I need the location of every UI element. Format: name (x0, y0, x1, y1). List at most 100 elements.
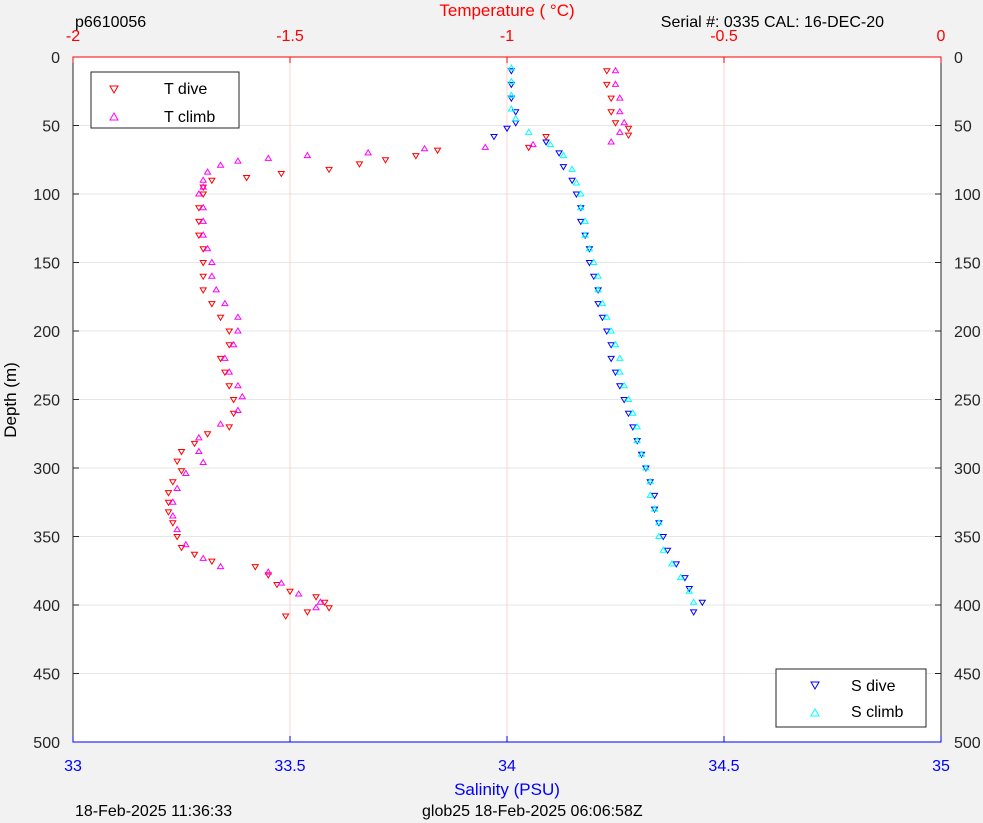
data-point (598, 314, 607, 322)
data-point (624, 132, 633, 140)
data-point (581, 231, 590, 238)
data-point (615, 368, 624, 375)
data-point (555, 150, 563, 157)
data-point (281, 613, 290, 620)
data-point (615, 128, 624, 135)
data-point (529, 140, 537, 148)
data-point (628, 409, 637, 416)
salinity-tick-label: 33 (64, 758, 82, 775)
data-point (511, 114, 520, 122)
data-point (481, 143, 490, 150)
depth-tick-label-right: 150 (954, 256, 981, 273)
data-point (581, 217, 590, 224)
data-point (251, 564, 260, 571)
data-point (672, 561, 681, 568)
data-point (655, 532, 663, 539)
data-point (685, 587, 694, 594)
data-point (199, 184, 208, 192)
depth-tick-label-left: 350 (33, 530, 60, 547)
data-point (602, 328, 611, 335)
data-point (238, 392, 247, 400)
salinity-tick-label: 33.5 (274, 758, 305, 775)
depth-tick-label-right: 450 (954, 667, 981, 684)
data-point (615, 354, 624, 361)
data-point (507, 95, 516, 103)
data-point (173, 484, 182, 492)
data-point (199, 273, 208, 281)
data-point (646, 477, 655, 485)
data-point (364, 148, 373, 156)
data-point (572, 191, 581, 198)
data-point (576, 218, 585, 226)
data-point (207, 558, 216, 566)
data-point (576, 190, 585, 197)
data-point (668, 559, 676, 567)
data-point (164, 509, 173, 516)
depth-axis-title: Depth (m) (1, 362, 20, 438)
data-point (628, 424, 637, 431)
depth-tick-label-left: 250 (33, 393, 60, 410)
data-point (225, 424, 234, 431)
temperature-tick-label: -2 (66, 28, 80, 45)
data-point (507, 77, 516, 85)
data-point (598, 299, 607, 307)
data-point (624, 125, 633, 133)
depth-tick-label-right: 100 (954, 187, 981, 204)
data-point (507, 91, 516, 98)
depth-tick-label-right: 350 (954, 530, 981, 547)
data-point (576, 205, 585, 212)
data-point (637, 450, 646, 457)
data-point (207, 301, 216, 308)
data-point (611, 66, 620, 74)
data-point (689, 598, 698, 605)
data-point (607, 109, 616, 116)
data-point (685, 586, 694, 593)
data-point (611, 340, 620, 348)
salinity-tick-label: 35 (932, 758, 950, 775)
data-point (594, 301, 603, 308)
data-point (624, 410, 633, 418)
data-point (194, 447, 203, 455)
data-point (221, 369, 229, 377)
data-point (303, 151, 312, 159)
legend-t-dive: T dive (164, 81, 207, 98)
depth-tick-label-right: 400 (954, 598, 981, 615)
data-point (490, 133, 498, 141)
data-point (190, 440, 199, 448)
legend-t-climb: T climb (164, 109, 215, 126)
data-point (190, 551, 199, 559)
depth-tick-label-left: 0 (51, 50, 60, 67)
data-point (164, 499, 173, 507)
data-point (585, 244, 594, 252)
data-point (594, 287, 603, 294)
data-point (277, 579, 286, 586)
data-point (559, 164, 568, 171)
data-point (194, 218, 203, 226)
data-point (568, 165, 576, 172)
data-point (381, 157, 390, 164)
data-point (681, 575, 689, 582)
data-point (507, 105, 516, 112)
data-point (507, 81, 516, 89)
data-point (221, 299, 229, 307)
data-point (199, 183, 208, 190)
depth-tick-label-left: 50 (42, 119, 60, 136)
data-point (225, 368, 234, 375)
depth-tick-label-right: 200 (954, 324, 981, 341)
data-point (168, 498, 177, 505)
data-point (568, 177, 576, 185)
data-point (199, 203, 208, 211)
data-point (207, 177, 216, 185)
data-point (585, 246, 594, 253)
data-point (277, 170, 286, 178)
data-point (589, 258, 598, 265)
data-point (173, 534, 182, 541)
data-point (542, 133, 550, 141)
data-point (225, 342, 234, 349)
data-point (312, 594, 320, 601)
data-point (611, 80, 620, 87)
depth-tick-label-left: 300 (33, 461, 60, 478)
depth-tick-label-left: 400 (33, 598, 60, 615)
data-point (203, 431, 212, 438)
